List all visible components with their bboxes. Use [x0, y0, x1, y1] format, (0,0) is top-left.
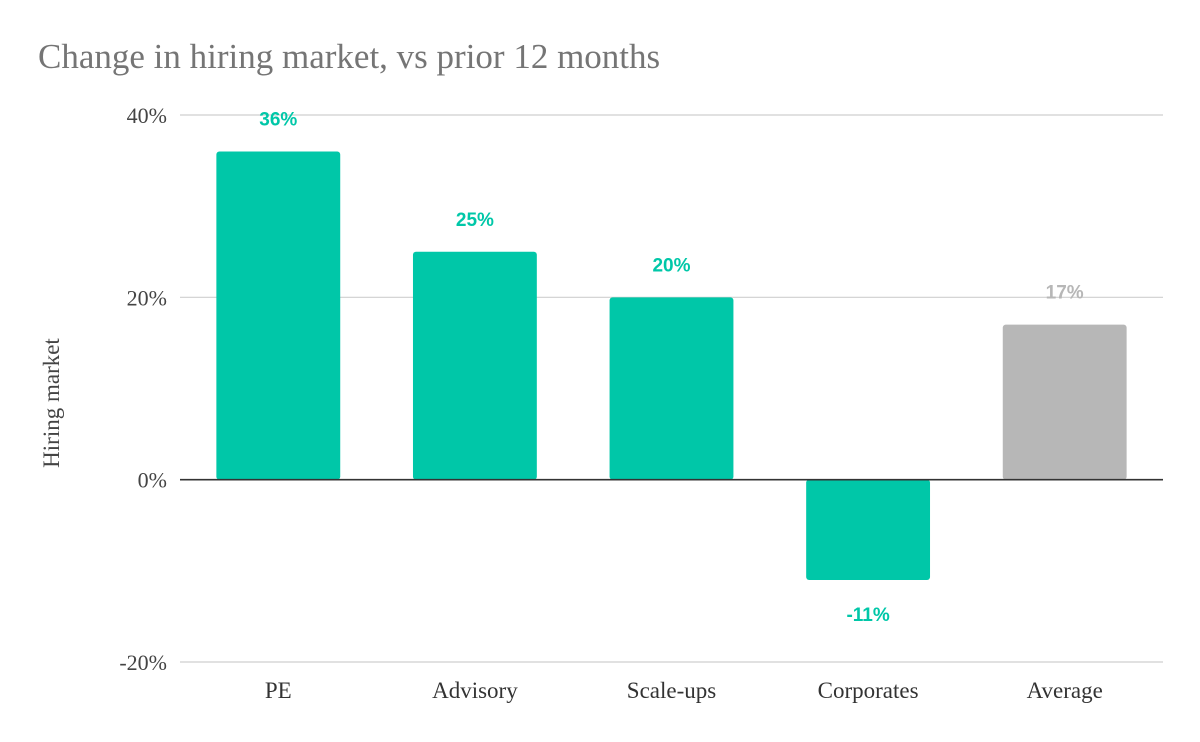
x-tick-label: Corporates — [818, 678, 919, 703]
bar-advisory — [412, 251, 537, 480]
data-labels: 36% 25% 20% -11% 17% — [259, 109, 1084, 625]
bars — [216, 151, 1127, 580]
chart-title: Change in hiring market, vs prior 12 mon… — [38, 37, 660, 76]
bar-average — [1002, 324, 1127, 480]
x-tick-label: Advisory — [432, 678, 518, 703]
y-axis-label: Hiring market — [39, 338, 64, 468]
x-tick-label: Scale-ups — [627, 678, 716, 703]
y-tick-label: -20% — [119, 650, 167, 675]
data-label: 17% — [1046, 283, 1084, 304]
y-tick-labels: -20% 0% 20% 40% — [119, 103, 167, 675]
y-tick-label: 20% — [127, 285, 167, 310]
data-label: -11% — [846, 605, 889, 626]
bar-scale-ups — [609, 297, 734, 480]
x-tick-label: PE — [265, 678, 292, 703]
y-tick-label: 0% — [138, 468, 167, 493]
x-tick-label: Average — [1027, 678, 1103, 703]
bar-corporates — [806, 479, 931, 580]
data-label: 25% — [456, 210, 494, 231]
bar-pe — [216, 151, 341, 480]
category-labels: PE Advisory Scale-ups Corporates Average — [265, 678, 1103, 703]
y-tick-label: 40% — [127, 103, 167, 128]
data-label: 36% — [259, 109, 297, 130]
data-label: 20% — [652, 255, 690, 276]
